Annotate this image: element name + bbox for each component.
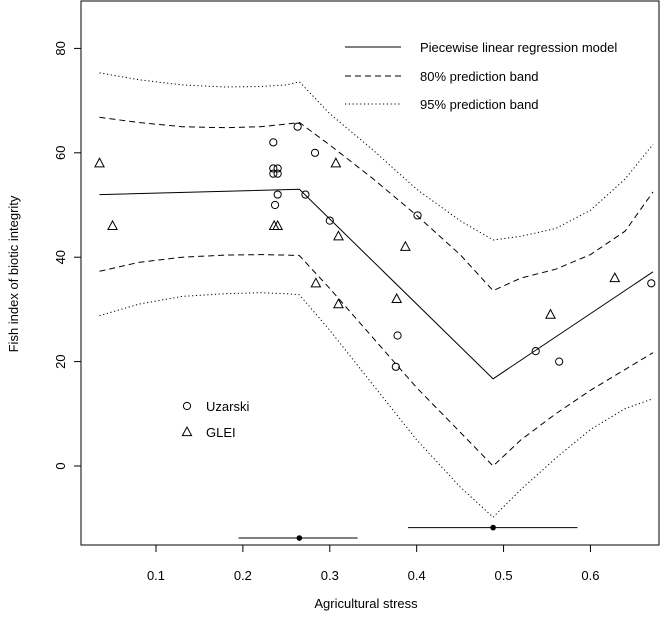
x-tick-label: 0.4 [408,568,426,583]
point-glei [399,240,411,251]
data-points [94,122,656,371]
point-uzarski [270,200,280,210]
legend-label: 95% prediction band [420,97,539,112]
y-tick-label: 60 [53,146,68,160]
y-tick-label: 0 [53,462,68,469]
point-uzarski [293,122,302,131]
point-uzarski [273,190,282,199]
y-axis-label: Fish index of biotic integrity [6,195,21,352]
breakpoint-intervals [238,524,578,541]
point-uzarski [413,211,422,220]
legend-marker-circle [182,401,192,411]
point-glei [609,272,621,283]
point-glei [107,219,118,230]
point-glei [94,157,105,168]
point-uzarski [269,169,278,178]
point-glei [333,298,344,309]
dashed-band [99,254,654,467]
y-tick-label: 20 [53,354,68,368]
regression-curves [99,72,654,518]
dotted-band [99,72,654,241]
plot-frame [80,0,660,546]
point-uzarski [325,216,334,225]
point-glei [545,308,556,319]
point-uzarski [647,279,656,288]
y-tick-label: 40 [53,250,68,264]
point-uzarski [555,357,564,366]
point-uzarski [301,190,310,199]
point-glei [391,292,403,304]
point-glei [333,230,344,241]
dotted-band [99,292,654,518]
legend-points: Uzarski GLEI [181,399,249,440]
x-tick-label: 0.3 [321,568,339,583]
breakpoint-marker [490,524,496,531]
point-uzarski [269,138,278,147]
x-tick-label: 0.5 [495,568,513,583]
point-uzarski [269,164,278,173]
point-uzarski [273,169,282,178]
x-tick-label: 0.2 [234,568,252,583]
legend-label: GLEI [206,425,236,440]
y-axis: 0 20 40 60 80 [53,41,82,470]
point-uzarski [273,164,282,173]
point-glei [330,157,342,168]
x-axis: 0.1 0.2 0.3 0.4 0.5 0.6 [147,544,599,583]
point-uzarski [391,362,400,371]
legend-marker-triangle [181,425,193,437]
point-glei [272,219,284,230]
regression-line [99,188,654,380]
point-uzarski [393,331,402,340]
point-glei [310,277,322,288]
legend-label: 80% prediction band [420,69,539,84]
legend-lines: Piecewise linear regression model 80% pre… [345,40,617,112]
point-uzarski [531,347,540,356]
breakpoint-marker [296,535,303,541]
legend-label: Uzarski [206,399,249,414]
dashed-band [99,116,654,292]
x-tick-label: 0.1 [147,568,165,583]
legend-label: Piecewise linear regression model [420,40,617,55]
y-tick-label: 80 [53,41,68,55]
x-tick-label: 0.6 [581,568,599,583]
point-uzarski [310,148,320,157]
x-axis-label: Agricultural stress [314,596,418,611]
